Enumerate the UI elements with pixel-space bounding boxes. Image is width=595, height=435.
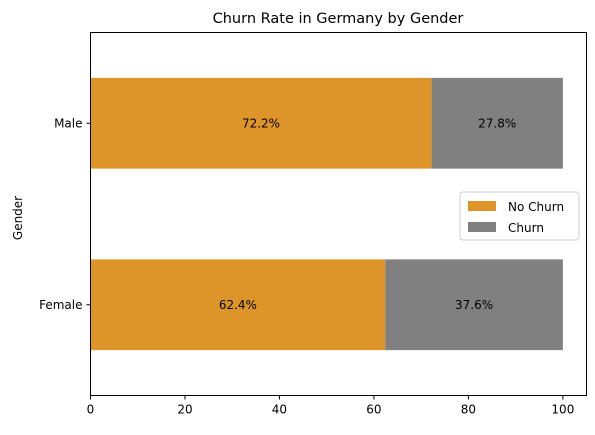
data-label-churn-male: 27.8% [478,116,516,130]
data-label-churn-female: 37.6% [455,298,493,312]
chart-title: Churn Rate in Germany by Gender [213,11,464,27]
legend: No Churn Churn [460,192,579,240]
x-tick-label: 20 [177,403,192,417]
legend-label-no-churn: No Churn [508,200,564,214]
legend-label-churn: Churn [508,221,544,235]
x-tick-label: 0 [87,403,95,417]
data-label-no-churn-male: 72.2% [242,116,280,130]
data-label-no-churn-female: 62.4% [219,298,257,312]
x-tick-label: 60 [366,403,381,417]
y-tick-label-male: Male [54,116,82,130]
x-tick-label: 40 [272,403,287,417]
y-axis-label: Gender [11,196,25,240]
x-tick-label: 80 [461,403,476,417]
y-tick-label-female: Female [39,298,82,312]
x-tick-label: 100 [551,403,574,417]
legend-swatch-churn [468,222,496,232]
legend-swatch-no-churn [468,201,496,211]
